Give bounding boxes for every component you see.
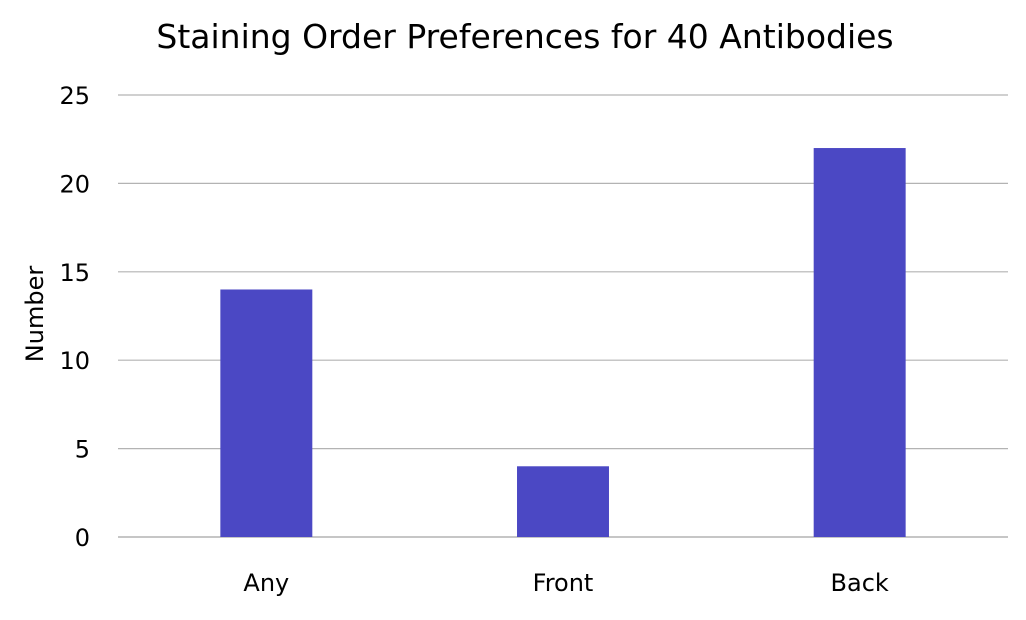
y-tick-label: 20 [59, 170, 90, 198]
y-tick-label: 25 [59, 82, 90, 110]
bars [220, 148, 906, 538]
x-category-label: Any [243, 569, 289, 597]
y-axis-ticks: 0 5 10 15 20 25 [59, 82, 90, 552]
bar-front [517, 466, 609, 537]
x-category-label: Back [831, 569, 889, 597]
y-tick-label: 10 [59, 347, 90, 375]
bar-any [220, 289, 313, 537]
y-tick-label: 15 [59, 259, 90, 287]
bar-back [813, 148, 906, 538]
x-category-label: Front [533, 569, 594, 597]
y-tick-label: 5 [75, 436, 90, 464]
chart-title: Staining Order Preferences for 40 Antibo… [156, 17, 893, 56]
y-axis-title: Number [21, 266, 49, 363]
y-tick-label: 0 [75, 524, 90, 552]
x-axis-categories: Any Front Back [243, 569, 888, 597]
